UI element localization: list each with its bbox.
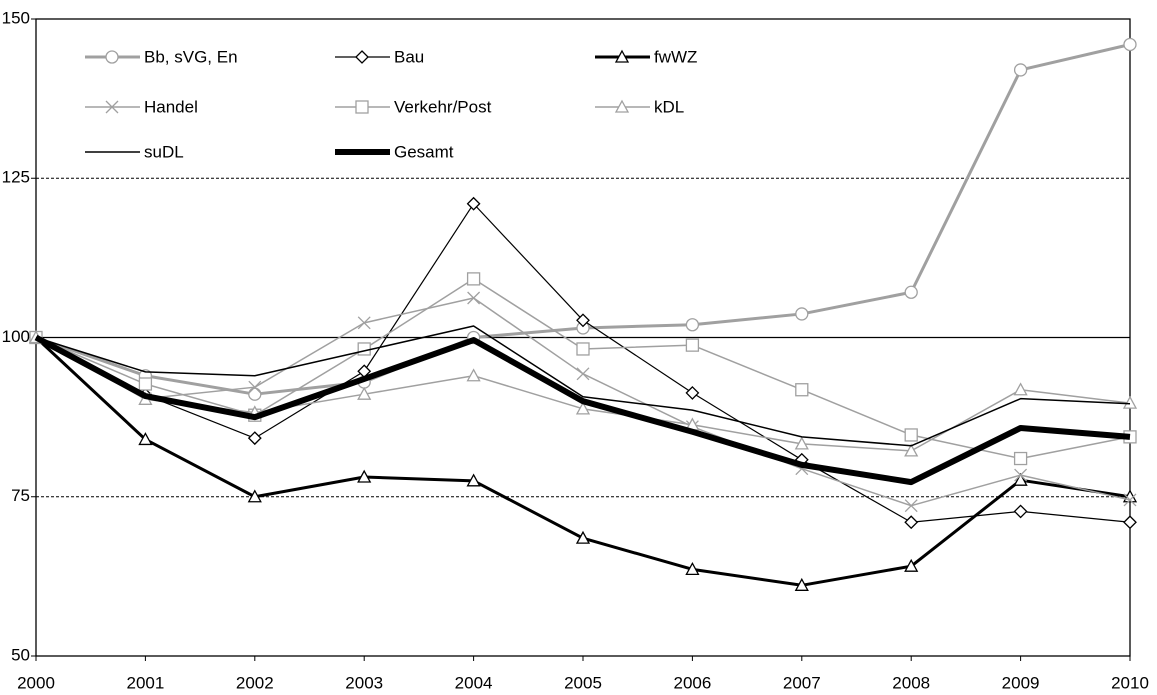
x-tick-label: 2007: [783, 673, 821, 692]
marker: [794, 436, 809, 450]
marker: [248, 387, 262, 401]
legend-label: fwWZ: [654, 47, 697, 66]
legend-label: Verkehr/Post: [394, 97, 492, 116]
x-tick-label: 2002: [236, 673, 274, 692]
marker: [248, 380, 262, 394]
marker: [357, 469, 372, 483]
marker: [904, 558, 919, 572]
marker: [355, 50, 369, 64]
marker: [1123, 493, 1137, 507]
marker: [105, 50, 119, 64]
marker: [904, 428, 918, 442]
marker: [576, 367, 590, 381]
marker: [614, 99, 630, 113]
legend-label: suDL: [144, 142, 184, 161]
marker: [247, 489, 262, 503]
marker: [466, 196, 481, 211]
legend-label: Bb, sVG, En: [144, 47, 238, 66]
marker: [1123, 515, 1137, 530]
marker: [685, 385, 700, 400]
marker: [357, 316, 371, 330]
legend-label: Bau: [394, 47, 424, 66]
marker: [466, 473, 481, 487]
marker: [904, 443, 919, 457]
x-tick-label: 2000: [17, 673, 55, 692]
x-tick-label: 2006: [673, 673, 711, 692]
x-tick-label: 2005: [564, 673, 602, 692]
marker: [1013, 382, 1028, 396]
marker: [1014, 468, 1028, 482]
x-tick-label: 2009: [1002, 673, 1040, 692]
marker: [904, 285, 918, 299]
series-line: [34, 334, 1131, 486]
series-line: [35, 203, 1131, 523]
series-line: [35, 278, 1131, 460]
marker: [1013, 451, 1028, 466]
marker: [1013, 504, 1028, 519]
marker: [794, 577, 809, 591]
marker: [1122, 395, 1138, 409]
marker: [685, 338, 700, 352]
marker: [247, 431, 262, 446]
marker: [355, 100, 369, 114]
marker: [357, 342, 371, 356]
x-tick-label: 2008: [892, 673, 930, 692]
marker: [357, 386, 372, 400]
marker: [614, 49, 630, 63]
marker: [138, 377, 153, 391]
y-tick-label: 125: [2, 168, 30, 187]
marker: [575, 401, 591, 415]
marker: [1013, 63, 1028, 77]
marker: [466, 368, 481, 382]
x-tick-label: 2001: [126, 673, 164, 692]
marker: [904, 499, 918, 513]
marker: [685, 318, 700, 332]
y-tick-label: 150: [2, 8, 30, 27]
marker: [467, 291, 481, 305]
marker: [576, 342, 590, 356]
marker: [105, 100, 119, 114]
legend-label: kDL: [654, 97, 684, 116]
x-tick-label: 2010: [1111, 673, 1149, 692]
legend-label: Handel: [144, 97, 198, 116]
y-tick-label: 75: [11, 486, 30, 505]
marker: [795, 383, 809, 397]
x-tick-label: 2004: [455, 673, 493, 692]
marker: [138, 432, 153, 446]
marker: [1013, 472, 1028, 486]
series-line: [35, 325, 1131, 447]
x-tick-label: 2003: [345, 673, 383, 692]
y-tick-label: 50: [11, 645, 30, 664]
marker: [904, 515, 919, 530]
marker: [576, 313, 590, 328]
y-tick-label: 100: [2, 327, 30, 346]
legend-label: Gesamt: [394, 142, 454, 161]
marker: [685, 562, 700, 576]
marker: [466, 272, 481, 286]
marker: [1123, 37, 1137, 52]
marker: [575, 530, 591, 544]
series-line: [35, 43, 1131, 396]
marker: [795, 307, 809, 321]
